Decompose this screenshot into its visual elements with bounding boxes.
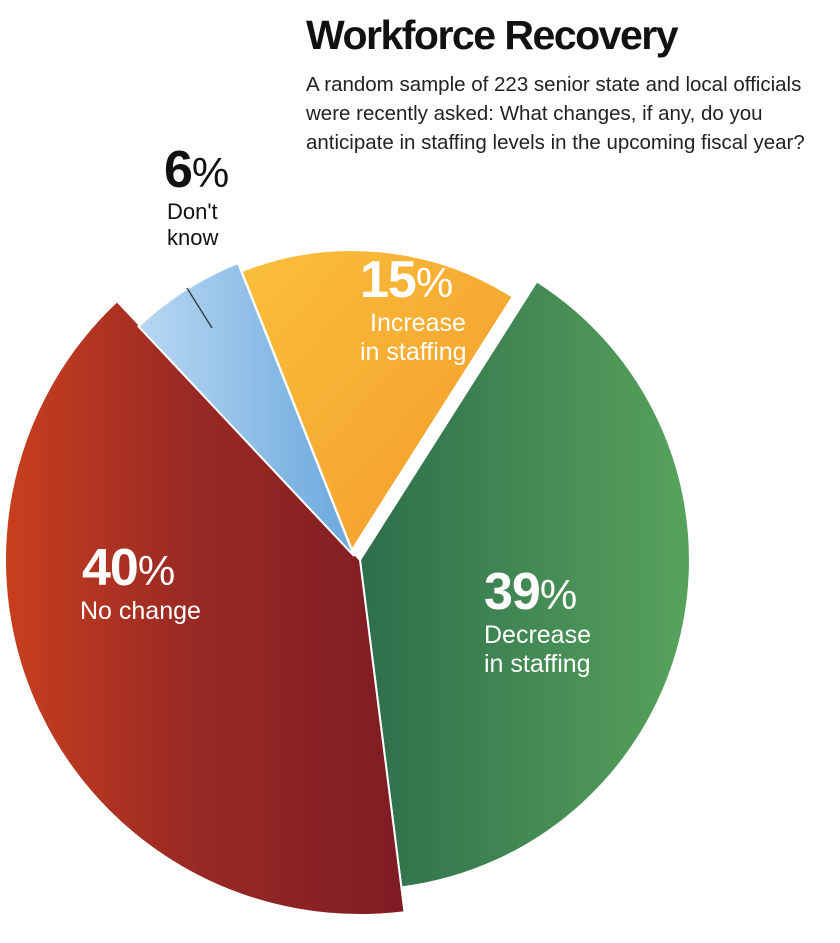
label-no-change: 40% No change [80,539,201,626]
desc-dont-know-line1: Don't [167,199,218,225]
label-decrease: 39% Decrease in staffing [484,563,591,679]
label-dont-know: 6% Don't know [164,141,230,251]
slice-decrease [358,280,691,889]
desc-dont-know-line2: know [167,225,219,251]
label-increase: 15% Increase in staffing [360,251,467,367]
pct-sign-dont-know: % [191,149,230,196]
chart-subtitle: A random sample of 223 senior state and … [306,73,805,154]
desc-increase-line2: in staffing [360,338,467,367]
desc-decrease-line2: in staffing [484,650,591,679]
dont-know-leader-line [186,287,213,329]
chart-title: Workforce Recovery [306,12,679,58]
pct-increase: 15 [360,251,417,309]
desc-decrease-line1: Decrease [484,621,591,650]
desc-no-change: No change [80,597,201,626]
pct-no-change: 40 [82,539,139,597]
pct-sign-increase: % [415,259,454,306]
pct-decrease: 39 [484,563,541,621]
slice-dont-know [136,261,355,557]
pct-sign-no-change: % [137,547,176,594]
slice-no-change [4,299,406,916]
pct-dont-know: 6 [164,141,193,199]
desc-increase-line1: Increase [370,309,466,338]
slice-increase [240,249,515,553]
pct-sign-decrease: % [539,571,578,618]
